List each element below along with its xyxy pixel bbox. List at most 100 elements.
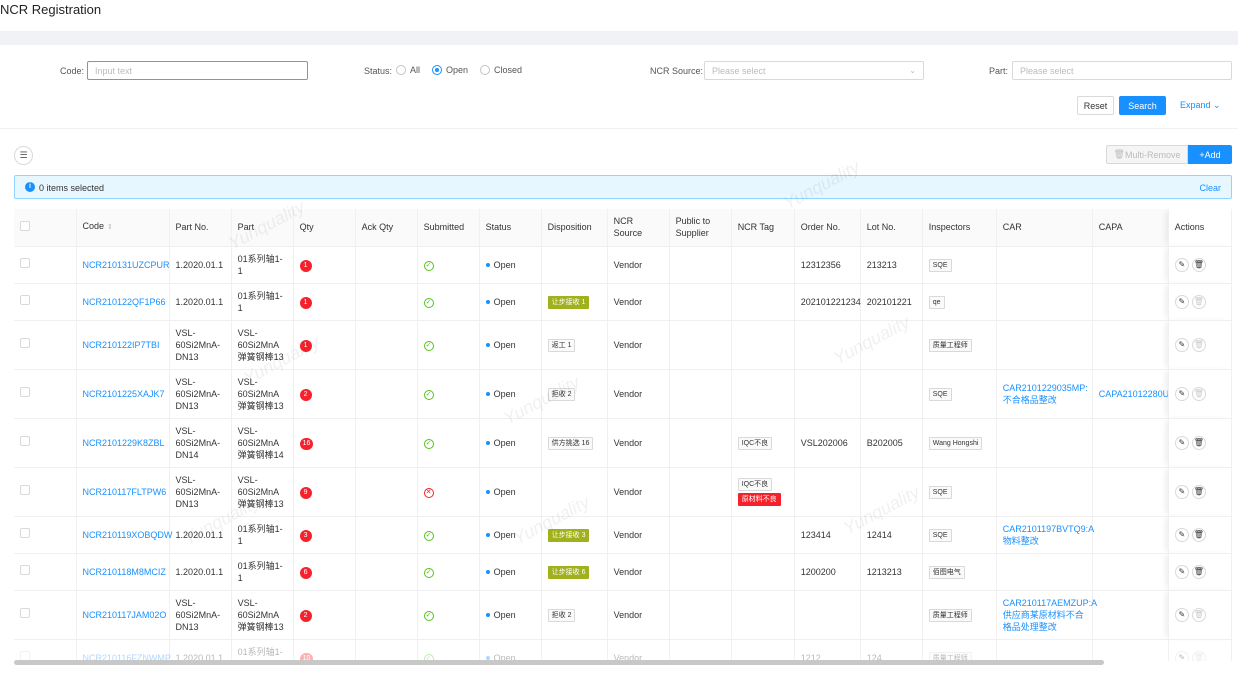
edit-icon[interactable]: ✎ [1174, 527, 1189, 542]
row-select-cell[interactable] [14, 516, 77, 554]
delete-icon[interactable]: 🗑 [1191, 650, 1206, 661]
edit-icon[interactable]: ✎ [1174, 607, 1189, 622]
row-select-cell[interactable] [14, 418, 77, 468]
code-cell: NCR2101229K8ZBL [76, 418, 170, 468]
search-button[interactable]: Search [1119, 96, 1166, 115]
delete-icon[interactable]: 🗑 [1191, 257, 1206, 272]
row-checkbox[interactable] [20, 528, 30, 538]
code-link[interactable]: NCR210122QF1P66 [82, 296, 166, 307]
edit-icon[interactable]: ✎ [1174, 257, 1189, 272]
part-select[interactable]: Please select [1012, 61, 1232, 80]
row-checkbox[interactable] [20, 608, 30, 618]
ncr-table-container: Code ⇕ Part No. Part Qty Ack Qty Submitte… [14, 209, 1232, 661]
horizontal-scrollbar[interactable] [14, 660, 1104, 665]
column-settings-button[interactable]: ☰ [14, 146, 33, 165]
delete-icon[interactable]: 🗑 [1191, 564, 1206, 579]
row-checkbox[interactable] [20, 565, 30, 575]
col-qty: Qty [293, 209, 356, 247]
row-select-cell[interactable] [14, 246, 77, 284]
code-link[interactable]: NCR2101225XAJK7 [82, 388, 165, 399]
row-select-cell[interactable] [14, 369, 77, 419]
delete-icon[interactable]: 🗑 [1191, 337, 1206, 352]
table-row[interactable]: NCR210131UZCPUR 1.2020.01.1 01系列轴1-1 1 ✓ Open… [14, 246, 1232, 284]
multi-remove-button[interactable]: 🗑 Multi-Remove [1106, 145, 1188, 164]
status-radio-closed[interactable]: Closed [480, 65, 522, 75]
car-link[interactable]: CAR210117AEMZUP:A供应商某原材料不合格品处理整改 [1002, 597, 1098, 632]
delete-icon[interactable]: 🗑 [1191, 294, 1206, 309]
delete-icon[interactable]: 🗑 [1191, 484, 1206, 499]
select-all-cell[interactable] [14, 209, 77, 247]
lot-no-cell: B202005 [860, 418, 923, 468]
code-link[interactable]: NCR210131UZCPUR [82, 259, 170, 270]
table-row[interactable]: NCR210122QF1P66 1.2020.01.1 01系列轴1-1 1 ✓ Open… [14, 283, 1232, 321]
lot-no-cell: 124 [860, 639, 923, 661]
code-link[interactable]: NCR210119XOBQDW [82, 529, 173, 540]
edit-icon[interactable]: ✎ [1174, 650, 1189, 661]
delete-icon[interactable]: 🗑 [1191, 527, 1206, 542]
status-radio-all[interactable]: All [396, 65, 420, 75]
public-cell [669, 467, 732, 517]
code-link[interactable]: NCR2101229K8ZBL [82, 437, 165, 448]
qty-cell: 9 [293, 467, 356, 517]
row-checkbox[interactable] [20, 258, 30, 268]
row-select-cell[interactable] [14, 467, 77, 517]
edit-icon[interactable]: ✎ [1174, 564, 1189, 579]
status-cell: Open [479, 553, 542, 591]
add-button[interactable]: +Add [1188, 145, 1232, 164]
table-row[interactable]: NCR2101225XAJK7 VSL-60Si2MnA-DN13 VSL-60Si… [14, 369, 1232, 419]
actions-cell: ✎ 🗑 [1168, 553, 1232, 591]
delete-icon[interactable]: 🗑 [1191, 607, 1206, 622]
table-row[interactable]: NCR210122IP7TBI VSL-60Si2MnA-DN13 VSL-60Si… [14, 320, 1232, 370]
row-select-cell[interactable] [14, 283, 77, 321]
table-row[interactable]: NCR2101229K8ZBL VSL-60Si2MnA-DN14 VSL-60Si… [14, 418, 1232, 468]
table-row[interactable]: NCR210117JAM02O VSL-60Si2MnA-DN13 VSL-60Si… [14, 590, 1232, 640]
status-radio-open[interactable]: Open [432, 65, 468, 75]
ack-qty-cell [355, 639, 418, 661]
code-link[interactable]: NCR210118M8MCIZ [82, 566, 166, 577]
order-no-cell: 123414 [794, 516, 861, 554]
edit-icon[interactable]: ✎ [1174, 294, 1189, 309]
clear-link[interactable]: Clear [1199, 183, 1221, 193]
ncr-source-cell: Vendor [607, 320, 670, 370]
expand-link[interactable]: Expand ⌄ [1180, 100, 1221, 111]
code-link[interactable]: NCR210117FLTPW6 [82, 486, 167, 497]
row-checkbox[interactable] [20, 295, 30, 305]
col-code[interactable]: Code ⇕ [76, 209, 170, 247]
ncr-source-select[interactable]: Please select ⌄ [704, 61, 924, 80]
edit-icon[interactable]: ✎ [1174, 337, 1189, 352]
delete-icon[interactable]: 🗑 [1191, 386, 1206, 401]
delete-icon[interactable]: 🗑 [1191, 435, 1206, 450]
edit-icon[interactable]: ✎ [1174, 386, 1189, 401]
code-input[interactable]: Input text [87, 61, 308, 80]
row-checkbox[interactable] [20, 436, 30, 446]
row-select-cell[interactable] [14, 639, 77, 661]
row-select-cell[interactable] [14, 590, 77, 640]
inspector-tag: Wang Hongshi [928, 436, 983, 450]
code-link[interactable]: NCR210122IP7TBI [82, 339, 160, 350]
table-row[interactable]: NCR210118M8MCIZ 1.2020.01.1 01系列轴1-1 6 ✓ Open… [14, 553, 1232, 591]
row-select-cell[interactable] [14, 553, 77, 591]
check-circle-icon: ✓ [423, 654, 434, 661]
sort-icon[interactable]: ⇕ [107, 224, 113, 232]
row-checkbox[interactable] [20, 387, 30, 397]
table-row[interactable]: NCR210119XOBQDW 1.2020.01.1 01系列轴1-1 3 ✓ Open… [14, 516, 1232, 554]
row-checkbox[interactable] [20, 338, 30, 348]
code-link[interactable]: NCR210116FZNWMP [82, 652, 171, 662]
part-placeholder: Please select [1020, 66, 1074, 76]
radio-icon [480, 65, 491, 75]
disposition-cell [541, 246, 608, 284]
table-row[interactable]: NCR210117FLTPW6 VSL-60Si2MnA-DN13 VSL-60Si… [14, 467, 1232, 517]
capa-link[interactable]: CAPA21012280UU:不合格品整改 [1098, 388, 1168, 399]
code-link[interactable]: NCR210117JAM02O [82, 609, 167, 620]
edit-icon[interactable]: ✎ [1174, 435, 1189, 450]
car-link[interactable]: CAR2101229035MP:不合格品整改 [1002, 382, 1088, 405]
row-select-cell[interactable] [14, 320, 77, 370]
edit-icon[interactable]: ✎ [1174, 484, 1189, 499]
reset-button[interactable]: Reset [1077, 96, 1114, 115]
select-all-checkbox[interactable] [20, 220, 30, 231]
capa-cell: CAPA21012280UU:不合格品整改 [1092, 369, 1169, 419]
car-cell [996, 283, 1093, 321]
row-checkbox[interactable] [20, 485, 30, 495]
car-link[interactable]: CAR2101197BVTQ9:A物料整改 [1002, 523, 1095, 546]
